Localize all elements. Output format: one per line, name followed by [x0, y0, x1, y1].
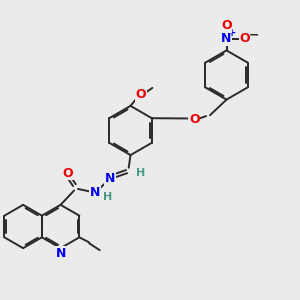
Text: H: H: [103, 192, 112, 203]
Text: N: N: [221, 32, 232, 46]
Text: O: O: [221, 19, 232, 32]
Text: O: O: [189, 113, 200, 126]
Text: N: N: [90, 186, 100, 200]
Text: H: H: [136, 167, 145, 178]
Text: −: −: [248, 29, 259, 42]
Text: N: N: [56, 247, 66, 260]
Text: O: O: [136, 88, 146, 101]
Text: O: O: [63, 167, 74, 180]
Text: O: O: [240, 32, 250, 46]
Text: +: +: [228, 28, 236, 38]
Text: N: N: [105, 172, 115, 185]
